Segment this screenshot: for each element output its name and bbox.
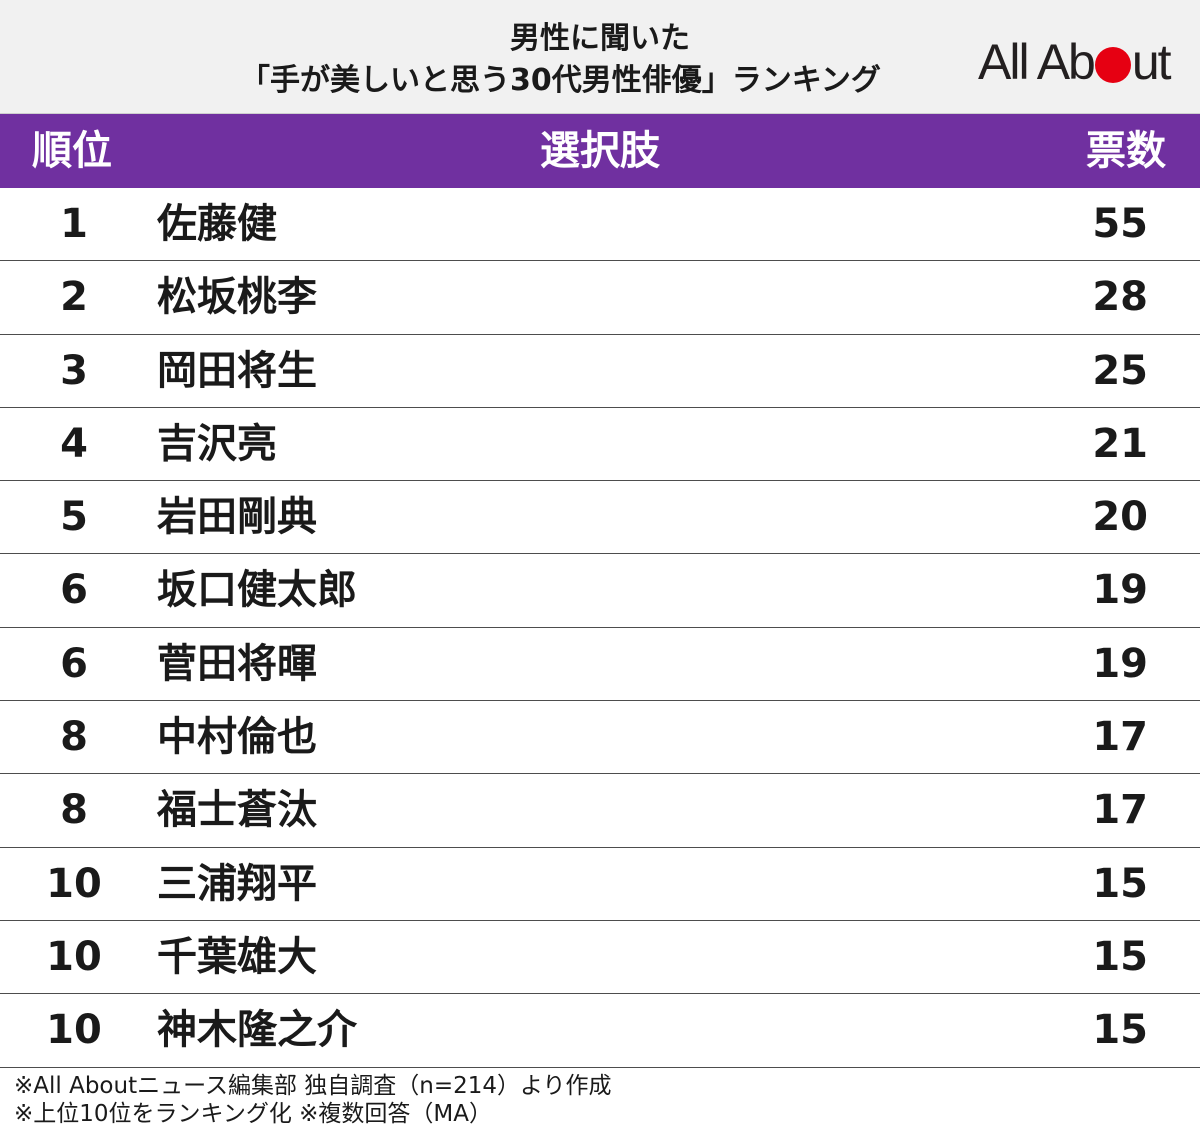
name-cell: 福士蒼汰 bbox=[157, 787, 317, 834]
votes-cell: 20 bbox=[1092, 494, 1148, 541]
table-row: 10 神木隆之介 15 bbox=[0, 994, 1200, 1068]
rank-cell: 3 bbox=[60, 347, 88, 394]
rank-cell: 1 bbox=[60, 201, 88, 247]
rank-cell: 10 bbox=[46, 1007, 102, 1054]
rank-cell: 8 bbox=[60, 787, 88, 834]
table-row: 8 中村倫也 17 bbox=[0, 701, 1200, 775]
logo-text-a: All Ab bbox=[978, 34, 1096, 90]
rank-cell: 10 bbox=[46, 933, 102, 980]
votes-cell: 17 bbox=[1092, 787, 1148, 834]
rank-cell: 10 bbox=[46, 860, 102, 907]
votes-cell: 55 bbox=[1092, 201, 1148, 247]
name-cell: 松坂桃李 bbox=[157, 274, 317, 321]
rank-cell: 6 bbox=[60, 640, 88, 687]
name-cell: 坂口健太郎 bbox=[157, 567, 357, 614]
name-cell: 中村倫也 bbox=[157, 714, 317, 761]
name-cell: 菅田将暉 bbox=[157, 640, 317, 687]
table-row: 4 吉沢亮 21 bbox=[0, 408, 1200, 482]
name-cell: 千葉雄大 bbox=[157, 933, 317, 980]
table-header: 選択肢 順位 票数 bbox=[0, 114, 1200, 188]
column-header-rank: 順位 bbox=[32, 128, 112, 174]
votes-cell: 15 bbox=[1092, 860, 1148, 907]
name-cell: 佐藤健 bbox=[157, 201, 277, 247]
table-row: 5 岩田剛典 20 bbox=[0, 481, 1200, 555]
footnote-method: ※上位10位をランキング化 ※複数回答（MA） bbox=[14, 1101, 493, 1127]
name-cell: 三浦翔平 bbox=[157, 860, 317, 907]
footnotes: ※All Aboutニュース編集部 独自調査（n=214）より作成 ※上位10位… bbox=[14, 1072, 612, 1128]
table-row: 6 坂口健太郎 19 bbox=[0, 554, 1200, 628]
logo-text-b: ut bbox=[1131, 34, 1172, 90]
name-cell: 岡田将生 bbox=[157, 347, 317, 394]
rank-cell: 4 bbox=[60, 420, 88, 467]
rank-cell: 6 bbox=[60, 567, 88, 614]
votes-cell: 25 bbox=[1092, 347, 1148, 394]
name-cell: 吉沢亮 bbox=[157, 420, 277, 467]
rank-cell: 5 bbox=[60, 494, 88, 541]
votes-cell: 15 bbox=[1092, 933, 1148, 980]
table-row: 8 福士蒼汰 17 bbox=[0, 774, 1200, 848]
votes-cell: 19 bbox=[1092, 640, 1148, 687]
footnote-source: ※All Aboutニュース編集部 独自調査（n=214）より作成 bbox=[14, 1073, 612, 1099]
title-line-2: 「手が美しいと思う30代男性俳優」ランキング bbox=[240, 63, 881, 98]
table-row: 1 佐藤健 55 bbox=[0, 188, 1200, 262]
ranking-table: 選択肢 順位 票数 1 佐藤健 55 2 松坂桃李 28 3 岡田将生 25 4 吉沢亮 21 5 岩田剛… bbox=[0, 114, 1200, 1068]
votes-cell: 17 bbox=[1092, 714, 1148, 761]
votes-cell: 21 bbox=[1092, 420, 1148, 467]
allabout-logo: All Ab ut bbox=[978, 34, 1183, 90]
column-header-choice: 選択肢 bbox=[540, 128, 660, 174]
name-cell: 岩田剛典 bbox=[157, 494, 317, 541]
rank-cell: 2 bbox=[60, 274, 88, 321]
table-row: 3 岡田将生 25 bbox=[0, 335, 1200, 408]
table-row: 6 菅田将暉 19 bbox=[0, 628, 1200, 702]
votes-cell: 15 bbox=[1092, 1007, 1148, 1054]
table-row: 10 三浦翔平 15 bbox=[0, 848, 1200, 921]
chart-header: 男性に聞いた 「手が美しいと思う30代男性俳優」ランキング All Ab ut bbox=[0, 0, 1200, 114]
rank-cell: 8 bbox=[60, 714, 88, 761]
logo-red-dot bbox=[1094, 47, 1131, 83]
table-body: 1 佐藤健 55 2 松坂桃李 28 3 岡田将生 25 4 吉沢亮 21 5 岩田剛典 20 6 坂口健太郎 1… bbox=[0, 188, 1200, 1068]
name-cell: 神木隆之介 bbox=[157, 1007, 357, 1054]
table-row: 10 千葉雄大 15 bbox=[0, 921, 1200, 995]
votes-cell: 28 bbox=[1092, 274, 1148, 321]
table-row: 2 松坂桃李 28 bbox=[0, 261, 1200, 335]
column-header-votes: 票数 bbox=[1086, 128, 1166, 174]
title-line-1: 男性に聞いた bbox=[510, 21, 690, 56]
votes-cell: 19 bbox=[1092, 567, 1148, 614]
